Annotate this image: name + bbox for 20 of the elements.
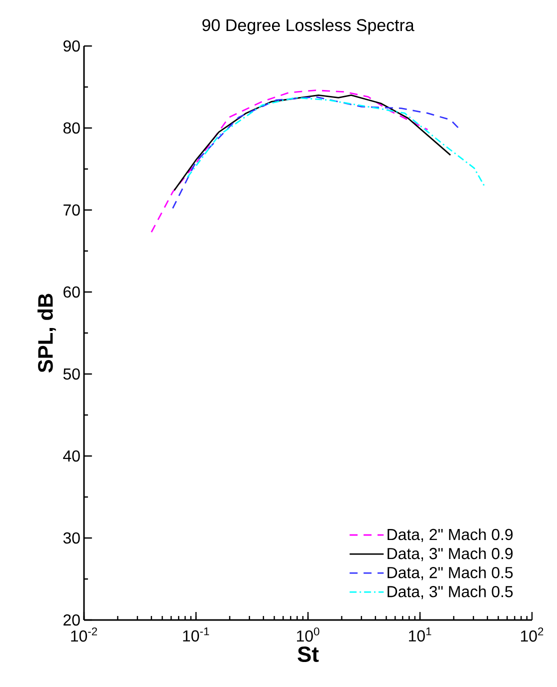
- y-tick-label: 50: [63, 368, 80, 380]
- y-tick-label: 80: [63, 122, 80, 134]
- y-tick-label: 30: [63, 532, 80, 544]
- y-tick-label: 20: [64, 614, 80, 626]
- x-tick-label: 10$^{-2}$: [71, 627, 98, 642]
- chart-title: 90 Degree Lossless Spectra: [202, 18, 414, 34]
- x-tick-label: 10$^{1}$: [409, 628, 432, 642]
- x-tick-label: 10$^{0}$: [297, 627, 320, 642]
- x-tick-label: 10$^{-1}$: [183, 628, 210, 642]
- legend-label: Data, 3" Mach 0.5: [388, 586, 513, 600]
- legend-label: Data, 2" Mach 0.9: [388, 528, 513, 542]
- y-tick-label: 70: [64, 204, 80, 216]
- y-tick-label: 90: [63, 40, 80, 52]
- x-axis-title: St: [298, 646, 319, 662]
- y-tick-label: 60: [64, 286, 80, 298]
- y-tick-label: 40: [63, 450, 80, 462]
- x-tick-label: 10$^{2}$: [521, 627, 544, 642]
- legend-label: Data, 3" Mach 0.9: [388, 548, 513, 562]
- y-axis-title: SPL, dB: [38, 294, 56, 372]
- legend-label: Data, 2" Mach 0.5: [388, 566, 513, 580]
